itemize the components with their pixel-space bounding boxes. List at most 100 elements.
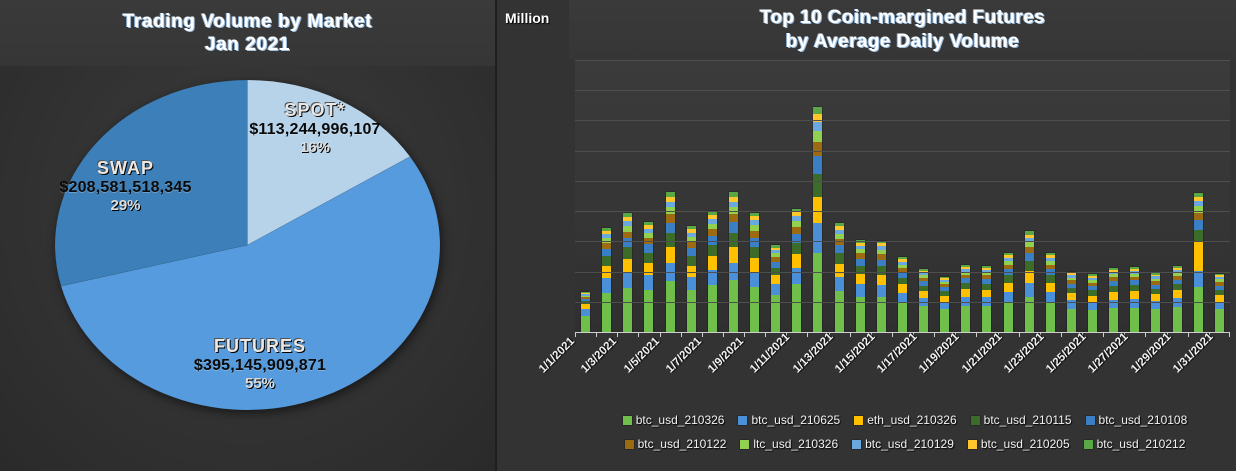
bar-segment-btc_usd_210129[interactable] bbox=[728, 201, 738, 208]
stacked-bar[interactable] bbox=[686, 226, 696, 332]
bar-segment-btc_usd_210326[interactable] bbox=[1193, 287, 1203, 332]
bar-segment-eth_usd_210326[interactable] bbox=[813, 196, 823, 224]
bar-segment-btc_usd_210625[interactable] bbox=[1045, 291, 1055, 303]
bar-segment-btc_usd_210122[interactable] bbox=[750, 230, 760, 238]
bar-segment-ltc_usd_210326[interactable] bbox=[919, 275, 929, 278]
bar-segment-btc_usd_210108[interactable] bbox=[982, 279, 992, 284]
stacked-bar[interactable] bbox=[623, 213, 633, 332]
bar-segment-btc_usd_210129[interactable] bbox=[855, 245, 865, 250]
bar-segment-btc_usd_210212[interactable] bbox=[982, 265, 992, 268]
bar-segment-eth_usd_210326[interactable] bbox=[1088, 295, 1098, 303]
bar-segment-eth_usd_210326[interactable] bbox=[1193, 242, 1203, 271]
bar-segment-btc_usd_210212[interactable] bbox=[1109, 267, 1119, 270]
bar-segment-btc_usd_210115[interactable] bbox=[644, 252, 654, 264]
bar-segment-btc_usd_210205[interactable] bbox=[855, 242, 865, 246]
bar-segment-btc_usd_210122[interactable] bbox=[919, 277, 929, 282]
bar-segment-btc_usd_210212[interactable] bbox=[728, 192, 738, 197]
stacked-bar[interactable] bbox=[1003, 252, 1013, 332]
bar-segment-btc_usd_210122[interactable] bbox=[602, 242, 612, 249]
bar-segment-btc_usd_210212[interactable] bbox=[1193, 192, 1203, 197]
bar-segment-btc_usd_210212[interactable] bbox=[855, 239, 865, 243]
stacked-bar[interactable] bbox=[1151, 272, 1161, 332]
bar-segment-btc_usd_210326[interactable] bbox=[940, 309, 950, 332]
stacked-bar[interactable] bbox=[1024, 231, 1034, 332]
bar-segment-ltc_usd_210326[interactable] bbox=[792, 221, 802, 228]
bar-segment-btc_usd_210122[interactable] bbox=[707, 229, 717, 237]
stacked-bar[interactable] bbox=[940, 276, 950, 332]
bar-segment-btc_usd_210129[interactable] bbox=[1066, 275, 1076, 278]
bar-segment-eth_usd_210326[interactable] bbox=[982, 289, 992, 298]
bar-segment-btc_usd_210212[interactable] bbox=[750, 212, 760, 217]
bar-segment-btc_usd_210108[interactable] bbox=[1214, 285, 1224, 290]
bar-segment-btc_usd_210122[interactable] bbox=[1024, 247, 1034, 254]
bar-segment-btc_usd_210108[interactable] bbox=[1109, 281, 1119, 286]
bar-segment-btc_usd_210625[interactable] bbox=[644, 275, 654, 290]
bar-segment-btc_usd_210205[interactable] bbox=[581, 293, 591, 295]
bar-segment-btc_usd_210212[interactable] bbox=[686, 226, 696, 230]
bar-segment-btc_usd_210205[interactable] bbox=[1109, 269, 1119, 272]
stacked-bar[interactable] bbox=[602, 227, 612, 332]
bar-segment-btc_usd_210129[interactable] bbox=[982, 269, 992, 273]
stacked-bar[interactable] bbox=[1130, 266, 1140, 332]
legend-item-btc_usd_210212[interactable]: btc_usd_210212 bbox=[1083, 437, 1185, 451]
bar-segment-btc_usd_210625[interactable] bbox=[771, 284, 781, 295]
stacked-bar[interactable] bbox=[919, 268, 929, 332]
bar-segment-btc_usd_210129[interactable] bbox=[1193, 201, 1203, 207]
bar-segment-btc_usd_210326[interactable] bbox=[1003, 302, 1013, 332]
stacked-bar[interactable] bbox=[771, 245, 781, 332]
bar-segment-btc_usd_210326[interactable] bbox=[602, 292, 612, 332]
bar-segment-btc_usd_210129[interactable] bbox=[771, 250, 781, 254]
bar-segment-btc_usd_210122[interactable] bbox=[961, 274, 971, 279]
bar-segment-ltc_usd_210326[interactable] bbox=[1172, 272, 1182, 276]
bar-segment-btc_usd_210115[interactable] bbox=[1045, 275, 1055, 283]
bar-segment-btc_usd_210108[interactable] bbox=[1088, 286, 1098, 291]
bar-segment-ltc_usd_210326[interactable] bbox=[1130, 273, 1140, 277]
bar-segment-ltc_usd_210326[interactable] bbox=[665, 207, 675, 215]
bar-segment-eth_usd_210326[interactable] bbox=[792, 254, 802, 268]
stacked-bar[interactable] bbox=[834, 222, 844, 332]
stacked-bar[interactable] bbox=[728, 192, 738, 332]
bar-segment-btc_usd_210115[interactable] bbox=[1109, 285, 1119, 292]
bar-segment-btc_usd_210212[interactable] bbox=[665, 192, 675, 197]
bar-segment-ltc_usd_210326[interactable] bbox=[982, 272, 992, 276]
bar-segment-btc_usd_210625[interactable] bbox=[623, 272, 633, 289]
bar-segment-btc_usd_210115[interactable] bbox=[919, 285, 929, 292]
bar-segment-ltc_usd_210326[interactable] bbox=[602, 238, 612, 243]
bar-segment-btc_usd_210625[interactable] bbox=[1193, 270, 1203, 288]
stacked-bar[interactable] bbox=[897, 257, 907, 332]
bar-segment-btc_usd_210625[interactable] bbox=[1088, 302, 1098, 311]
bar-segment-eth_usd_210326[interactable] bbox=[581, 304, 591, 309]
bar-segment-btc_usd_210122[interactable] bbox=[1088, 282, 1098, 287]
bar-segment-btc_usd_210108[interactable] bbox=[961, 278, 971, 283]
bar-segment-btc_usd_210205[interactable] bbox=[623, 216, 633, 221]
bar-segment-btc_usd_210108[interactable] bbox=[771, 261, 781, 268]
bar-segment-btc_usd_210212[interactable] bbox=[834, 222, 844, 226]
bar-segment-btc_usd_210212[interactable] bbox=[581, 292, 591, 294]
bar-segment-btc_usd_210108[interactable] bbox=[1193, 220, 1203, 231]
stacked-bar[interactable] bbox=[1193, 192, 1203, 332]
bar-segment-btc_usd_210115[interactable] bbox=[1193, 230, 1203, 243]
bar-segment-btc_usd_210205[interactable] bbox=[1130, 268, 1140, 272]
bar-segment-ltc_usd_210326[interactable] bbox=[1151, 278, 1161, 282]
bar-segment-btc_usd_210326[interactable] bbox=[1172, 307, 1182, 332]
bar-segment-btc_usd_210326[interactable] bbox=[1151, 309, 1161, 332]
bar-segment-btc_usd_210129[interactable] bbox=[623, 220, 633, 226]
bar-segment-btc_usd_210212[interactable] bbox=[1151, 272, 1161, 275]
bar-segment-btc_usd_210625[interactable] bbox=[792, 267, 802, 285]
bar-segment-btc_usd_210212[interactable] bbox=[919, 268, 929, 271]
bar-segment-btc_usd_210115[interactable] bbox=[1003, 275, 1013, 283]
bar-segment-btc_usd_210326[interactable] bbox=[750, 286, 760, 332]
legend-item-eth_usd_210326[interactable]: eth_usd_210326 bbox=[854, 413, 957, 427]
bar-segment-btc_usd_210212[interactable] bbox=[644, 221, 654, 226]
bar-segment-btc_usd_210122[interactable] bbox=[813, 142, 823, 156]
bar-segment-btc_usd_210326[interactable] bbox=[1109, 307, 1119, 332]
bar-segment-ltc_usd_210326[interactable] bbox=[686, 237, 696, 243]
bar-segment-btc_usd_210212[interactable] bbox=[1066, 271, 1076, 274]
bar-segment-eth_usd_210326[interactable] bbox=[728, 246, 738, 263]
bar-segment-ltc_usd_210326[interactable] bbox=[1024, 242, 1034, 248]
bar-segment-btc_usd_210205[interactable] bbox=[665, 196, 675, 202]
stacked-bar[interactable] bbox=[1214, 273, 1224, 332]
bar-segment-btc_usd_210212[interactable] bbox=[602, 227, 612, 231]
bar-segment-btc_usd_210625[interactable] bbox=[813, 223, 823, 253]
bar-segment-btc_usd_210326[interactable] bbox=[792, 284, 802, 332]
